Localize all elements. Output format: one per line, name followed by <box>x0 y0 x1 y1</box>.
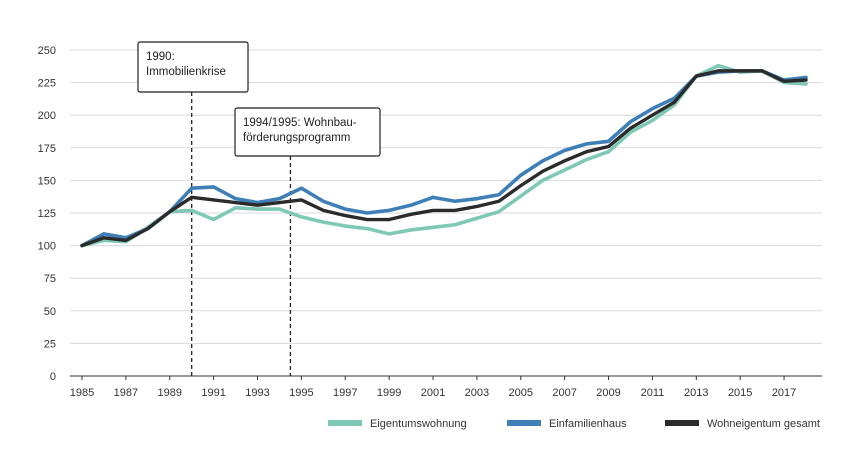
annotation-text: Immobilienkrise <box>146 66 226 78</box>
x-tick-label: 1997 <box>333 387 357 399</box>
x-tick-label: 2009 <box>596 387 620 399</box>
x-tick-label: 2001 <box>421 387 445 399</box>
legend-label: Wohneigentum gesamt <box>707 418 820 430</box>
y-tick-label: 100 <box>38 241 56 253</box>
x-tick-label: 2011 <box>641 387 665 399</box>
x-tick-label: 2007 <box>552 387 576 399</box>
x-tick-label: 2015 <box>728 387 752 399</box>
y-tick-label: 200 <box>38 110 56 122</box>
x-tick-label: 1985 <box>70 387 94 399</box>
y-tick-label: 150 <box>38 175 56 187</box>
y-tick-label: 0 <box>50 371 56 383</box>
legend-label: Eigentumswohnung <box>370 418 467 430</box>
legend: Eigentumswohnung Einfamilienhaus Wohneigen… <box>328 418 820 430</box>
x-tick-label: 2003 <box>465 387 489 399</box>
annotation-text: förderungsprogramm <box>243 132 350 144</box>
x-tick-label: 1993 <box>245 387 269 399</box>
annotation-box <box>137 41 249 93</box>
x-tick-label: 2005 <box>509 387 533 399</box>
annotation-text: 1994/1995: Wohnbau- <box>243 117 357 129</box>
y-tick-label: 225 <box>38 78 56 90</box>
x-tick-label: 2013 <box>684 387 708 399</box>
series-line-einfamilienhaus <box>80 69 808 248</box>
x-tick-label: 1995 <box>289 387 313 399</box>
y-axis: 0 25 50 75 100 125 150 175 200 225 250 <box>38 45 56 383</box>
x-tick-label: 1999 <box>377 387 401 399</box>
x-tick-label: 1987 <box>114 387 138 399</box>
series-line-wohneigentum-gesamt <box>80 69 808 248</box>
x-tick-label: 2017 <box>772 387 796 399</box>
annotation-box <box>234 107 381 157</box>
legend-label: Einfamilienhaus <box>549 418 627 430</box>
grid-layer <box>70 49 822 344</box>
x-axis: 1985 1987 1989 1991 1993 1995 1997 1999 2001 2003… <box>70 375 822 399</box>
x-tick-label: 1991 <box>201 387 225 399</box>
y-tick-label: 125 <box>38 208 56 220</box>
annotation-text: 1990: <box>146 51 175 63</box>
y-tick-label: 25 <box>44 338 56 350</box>
y-tick-label: 250 <box>38 45 56 57</box>
annotations-layer: 1990: Immobilienkrise 1994/1995: Wohnbau-f… <box>137 41 381 376</box>
series-layer <box>80 63 808 248</box>
y-tick-label: 50 <box>44 306 56 318</box>
y-tick-label: 75 <box>44 273 56 285</box>
x-tick-label: 1989 <box>158 387 182 399</box>
series-line-eigentumswohnung <box>80 63 808 248</box>
y-tick-label: 175 <box>38 143 56 155</box>
